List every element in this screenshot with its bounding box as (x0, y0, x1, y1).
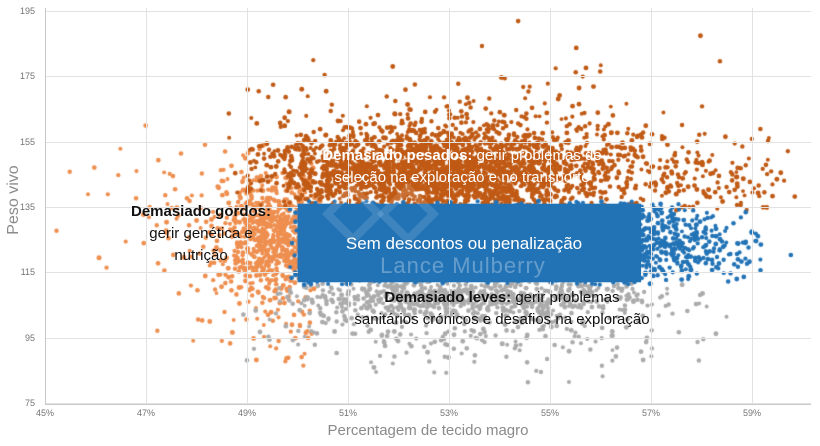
y-axis-title: Peso vivo (5, 165, 22, 235)
annotation-too-fat: Demasiado gordos: gerir genética e nutri… (131, 201, 271, 267)
x-tick-label: 55% (540, 408, 560, 418)
no-penalty-zone-rect (298, 204, 641, 282)
x-tick-label: 53% (439, 408, 459, 418)
annotation-too-fat-bold: Demasiado gordos: (130, 203, 272, 220)
x-tick-label: 51% (338, 408, 358, 418)
gridline-x (651, 8, 652, 404)
annotation-too-heavy: Demasiado pesados: gerir problemas de se… (322, 145, 601, 189)
y-tick-label: 75 (24, 398, 35, 409)
annotation-too-light-rest: gerir problemas (511, 289, 620, 306)
annotation-too-light-bold: Demasiado leves: (384, 289, 512, 306)
y-tick-label: 95 (24, 332, 35, 343)
x-axis-title: Percentagem de tecido magro (327, 422, 529, 439)
gridline-x (146, 8, 147, 404)
x-tick-label: 45% (35, 408, 55, 418)
x-tick-label: 59% (742, 408, 762, 418)
gridline-y (45, 403, 811, 405)
y-tick-label: 175 (19, 71, 35, 82)
y-tick-label: 155 (19, 136, 35, 147)
x-tick-label: 47% (136, 408, 156, 418)
annotation-too-heavy-rest: gerir problemas de (472, 147, 602, 164)
annotation-too-heavy-bold: Demasiado pesados: (322, 147, 473, 164)
gridline-y (45, 141, 811, 143)
gridline-x (752, 8, 753, 404)
y-tick-label: 135 (19, 202, 35, 212)
x-axis-line (45, 404, 811, 405)
annotation-too-fat-line2: gerir genética e (149, 225, 253, 242)
annotation-too-light: Demasiado leves: gerir problemas sanitár… (354, 287, 649, 331)
annotation-too-fat-line3: nutrição (174, 247, 228, 264)
watermark-text: Lance Mulberry (380, 253, 546, 278)
gridline-y (45, 337, 811, 339)
gridline-y (45, 10, 811, 12)
gridline-x (247, 8, 248, 404)
annotation-no-penalty: Sem descontos ou penalização (345, 234, 583, 253)
y-tick-label: 115 (20, 267, 35, 278)
x-tick-label: 49% (237, 408, 257, 418)
annotation-too-light-line2: sanitários crónicos e desafios na explor… (354, 311, 650, 328)
x-tick-label: 57% (641, 408, 661, 418)
y-tick-label: 195 (19, 5, 35, 16)
gridline-y (45, 76, 811, 78)
y-axis-line (45, 8, 46, 405)
annotation-too-heavy-line2: seleção na exploração e no transporte (334, 169, 590, 186)
